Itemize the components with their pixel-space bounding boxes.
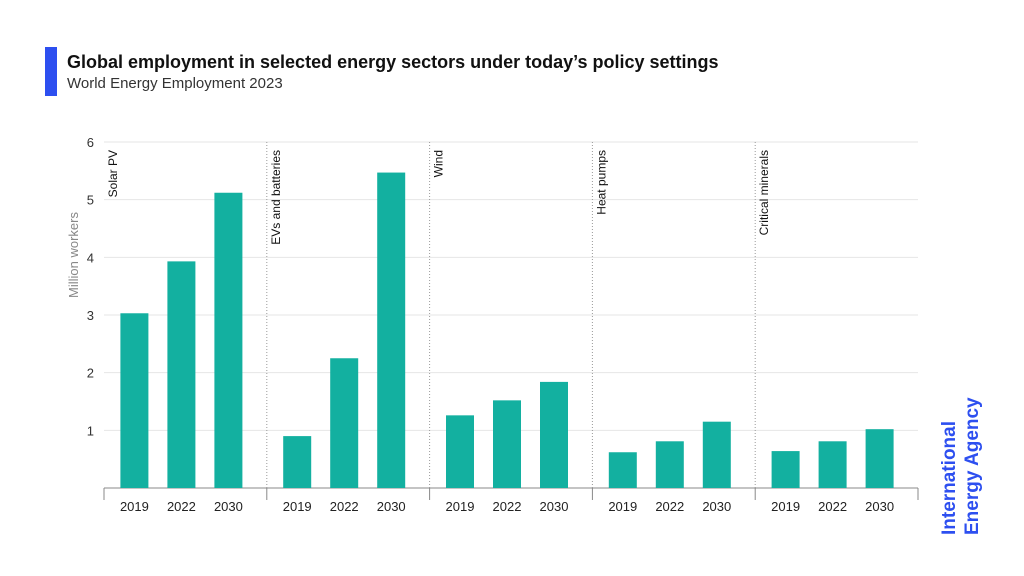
bar [120,313,149,488]
bar [655,441,684,488]
x-tick-label: 2019 [120,499,149,514]
title-accent-bar [45,47,57,96]
bar [865,429,894,488]
x-tick-label: 2019 [446,499,475,514]
bar [818,441,847,488]
y-axis-label: Million workers [66,212,81,298]
bar [283,436,312,488]
y-tick-label: 2 [87,366,94,381]
panel-label: Critical minerals [757,150,771,235]
chart-title: Global employment in selected energy sec… [67,52,719,72]
logo-line-1: International [939,421,960,535]
bar [771,451,800,488]
y-tick-label: 6 [87,135,94,150]
x-tick-label: 2019 [608,499,637,514]
bar [214,192,243,488]
x-tick-label: 2022 [330,499,359,514]
y-tick-label: 4 [87,250,94,265]
panel-label: Wind [432,150,446,177]
bar [608,452,637,488]
y-tick-label: 5 [87,193,94,208]
x-tick-label: 2019 [283,499,312,514]
panel-label: Solar PV [106,150,120,197]
panel-label: EVs and batteries [269,150,283,245]
x-tick-label: 2030 [702,499,731,514]
x-tick-label: 2022 [493,499,522,514]
bar [446,415,474,488]
chart-subtitle: World Energy Employment 2023 [67,75,283,92]
logo-line-2: Energy Agency [962,397,983,535]
panel-label: Heat pumps [594,150,608,215]
y-tick-label: 1 [87,423,94,438]
x-tick-label: 2030 [377,499,406,514]
iea-logo: International Energy Agency [939,397,983,535]
x-tick-label: 2019 [771,499,800,514]
bar [540,381,568,488]
bar [167,261,196,488]
bar [702,421,731,488]
x-tick-label: 2030 [865,499,894,514]
x-tick-label: 2022 [167,499,196,514]
bar [493,400,521,488]
x-tick-label: 2030 [540,499,569,514]
bar [377,172,406,488]
x-tick-label: 2022 [818,499,847,514]
x-tick-label: 2022 [655,499,684,514]
y-tick-label: 3 [87,308,94,323]
bar [330,358,359,488]
x-tick-label: 2030 [214,499,243,514]
